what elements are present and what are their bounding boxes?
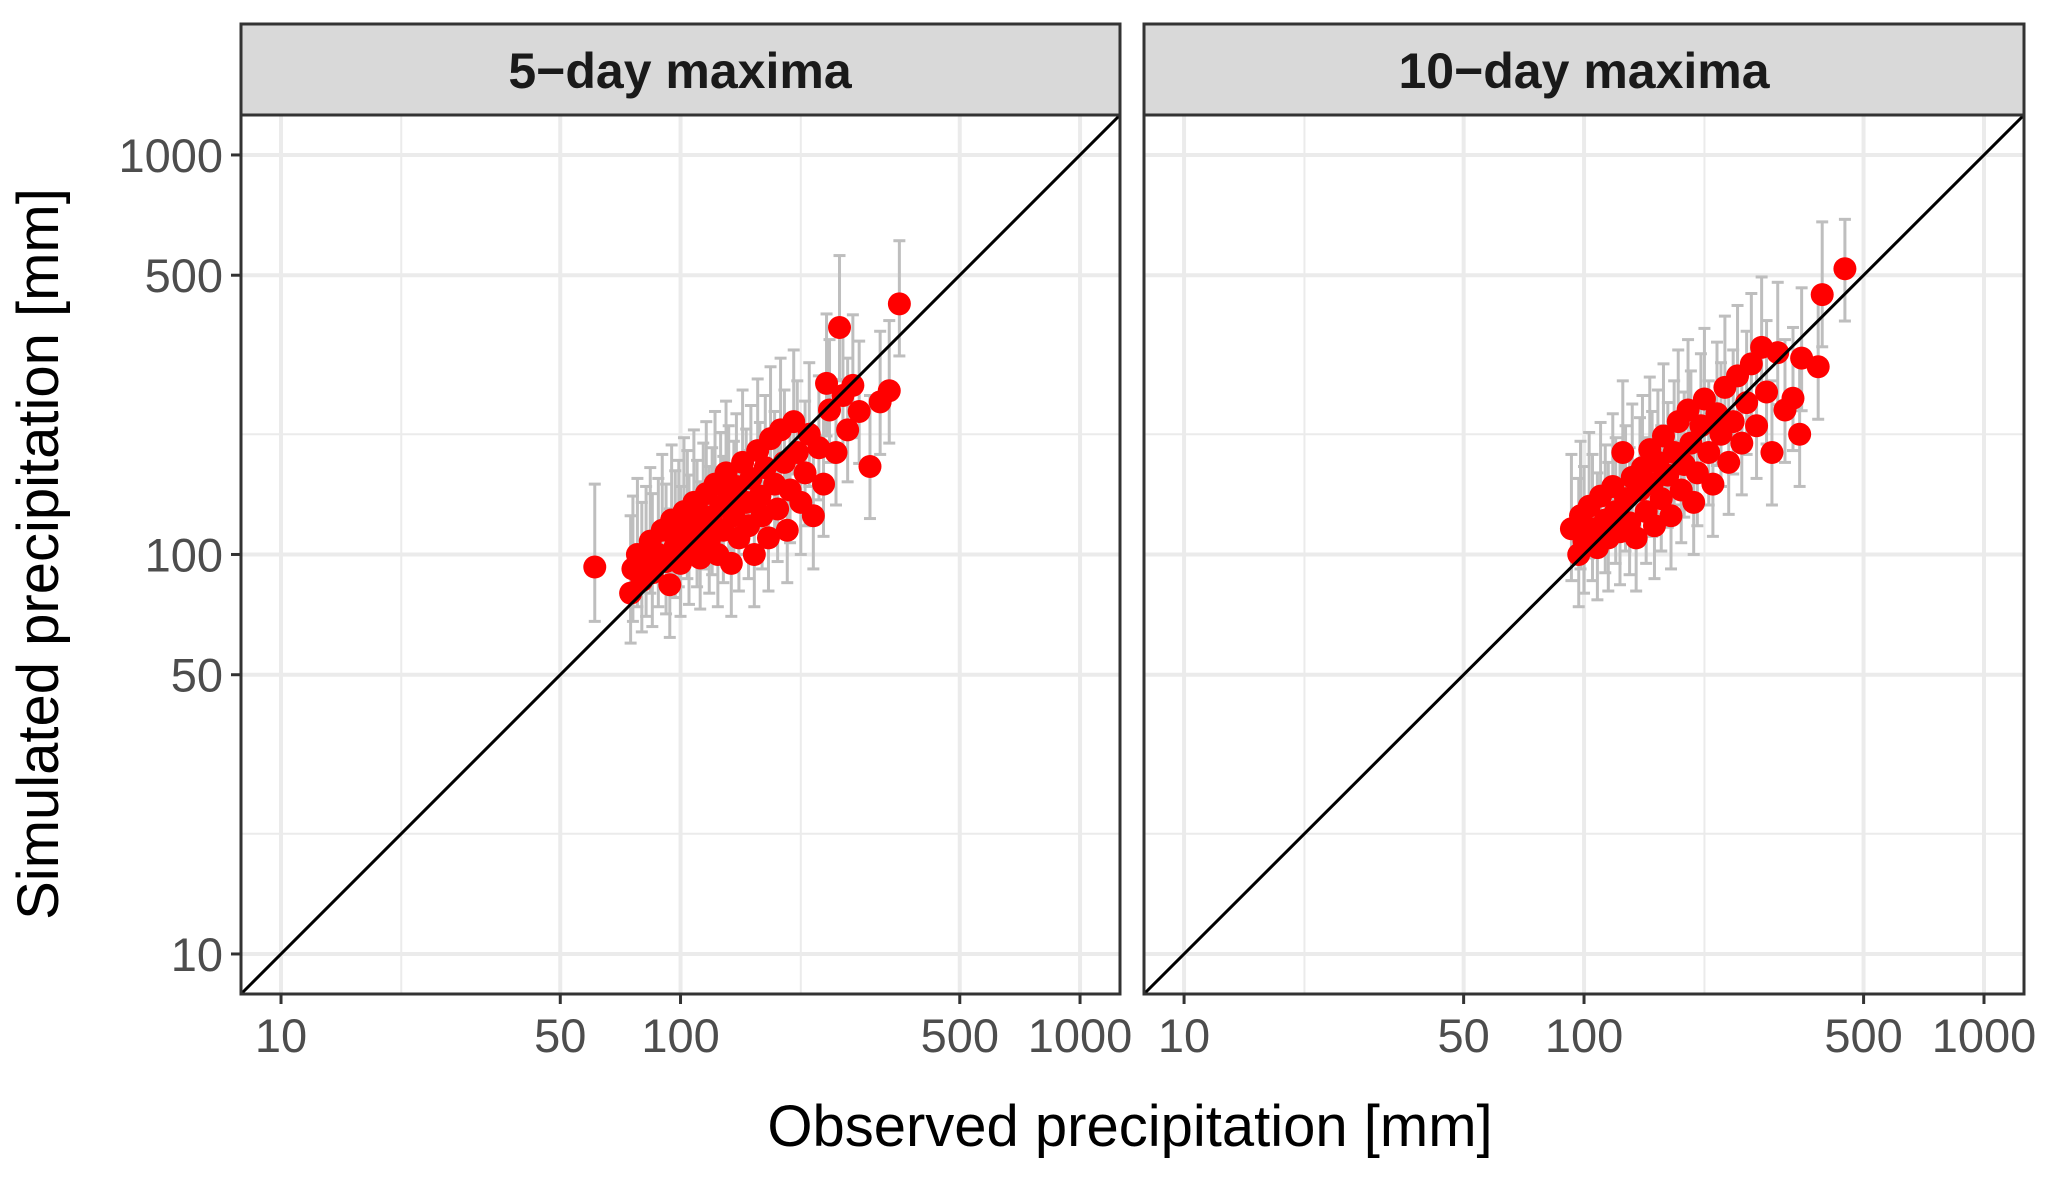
data-point [877,379,901,403]
data-point [719,551,743,575]
strip-background [239,22,1122,117]
x-tick-label: 500 [1824,1009,1902,1062]
data-point [847,399,871,423]
data-point [887,292,911,316]
strip-title: 10−day maxima [1398,43,1770,99]
gridlines [1144,115,2024,994]
data-point [858,455,882,479]
data-point [1721,410,1745,434]
identity-line [239,113,1122,996]
data-point [1659,504,1683,528]
data-point [815,371,839,395]
data-point [742,542,766,566]
x-tick-label: 1000 [1932,1009,2037,1062]
data-point [1755,380,1779,404]
data-points [583,292,911,605]
data-point [793,461,817,485]
x-axis-title: Observed precipitation [mm] [767,1094,1492,1159]
data-point [1806,355,1830,379]
data-point [658,573,682,597]
x-tick-label: 1000 [1028,1009,1133,1062]
data-point [1766,341,1790,365]
data-point [824,440,848,464]
data-point [1788,422,1812,446]
x-axis: 10 50 100 500 1000 [255,994,1132,1062]
data-point [1611,440,1635,464]
x-tick-label: 100 [1545,1009,1623,1062]
data-point [1730,431,1754,455]
x-tick-label: 50 [1437,1009,1489,1062]
y-tick-label: 10 [171,928,223,981]
y-axis-title: Simulated precipitation [mm] [6,188,71,920]
data-point [1810,283,1834,307]
data-point [1745,414,1769,438]
data-points [1559,257,1857,566]
data-point [812,472,836,496]
data-point [1760,440,1784,464]
y-axis: 10 50 100 500 1000 [118,129,241,981]
data-point [1676,398,1700,422]
data-point [1642,514,1666,538]
data-point [756,526,780,550]
data-point [1651,424,1675,448]
data-point [782,410,806,434]
data-point [775,518,799,542]
identity-line [1142,113,2026,996]
x-tick-label: 10 [1158,1009,1210,1062]
y-tick-label: 50 [171,649,223,702]
data-point [1717,450,1741,474]
y-tick-label: 1000 [118,129,223,182]
x-tick-label: 10 [255,1009,307,1062]
x-tick-label: 100 [641,1009,719,1062]
y-tick-label: 500 [145,249,223,302]
data-point [1833,257,1857,281]
data-point [801,504,825,528]
data-point [766,497,790,521]
data-point [1735,391,1759,415]
data-point [1682,490,1706,514]
data-point [1739,352,1763,376]
data-point [836,418,860,442]
data-point [785,440,809,464]
data-point [1679,431,1703,455]
error-bar [588,482,601,623]
data-point [818,398,842,422]
data-point [828,315,852,339]
x-tick-label: 500 [921,1009,999,1062]
data-point [1624,526,1648,550]
data-point [1781,386,1805,410]
x-tick-label: 50 [534,1009,586,1062]
data-point [1701,472,1725,496]
data-point [583,555,607,579]
data-point [688,546,712,570]
data-point [1649,487,1673,511]
strip-title: 5−day maxima [508,43,852,99]
y-tick-label: 100 [145,528,223,581]
panel-5day: 5−day maxima 10 50 100 500 1000 [239,22,1132,1062]
data-point [1656,463,1680,487]
panel-10day: 10−day maxima 10 50 100 500 1000 [1142,22,2036,1062]
data-point [1697,440,1721,464]
data-point [841,373,865,397]
x-axis: 10 50 100 500 1000 [1158,994,2036,1062]
